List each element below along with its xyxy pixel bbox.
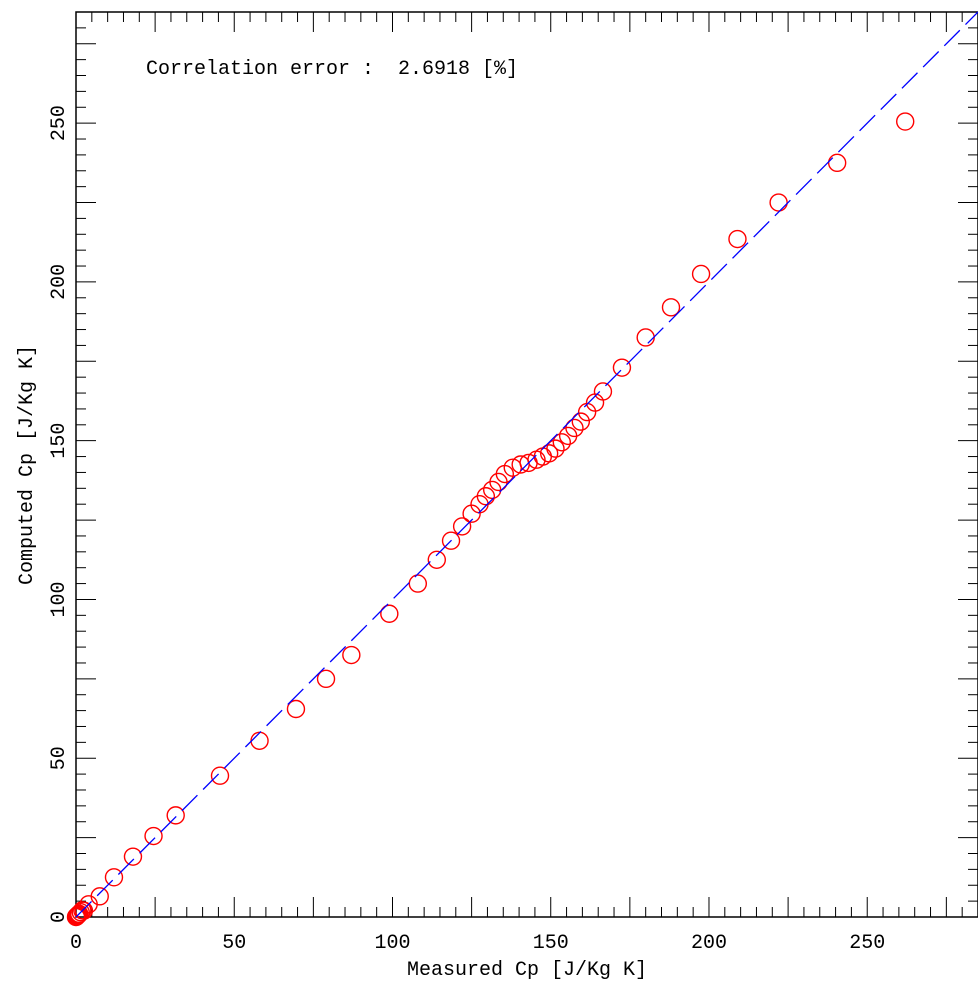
y-tick-label: 250 xyxy=(48,105,71,141)
x-tick-label: 0 xyxy=(70,932,82,955)
data-point xyxy=(342,645,361,665)
data-point xyxy=(210,766,230,785)
data-point xyxy=(565,418,584,438)
x-tick-label: 50 xyxy=(222,932,246,955)
data-point xyxy=(612,358,632,377)
x-tick-label: 150 xyxy=(533,932,569,955)
x-axis-title: Measured Cp [J/Kg K] xyxy=(407,959,647,982)
data-point xyxy=(661,298,681,317)
data-point xyxy=(728,229,747,249)
x-tick-label: 250 xyxy=(849,932,885,955)
y-tick-label: 0 xyxy=(48,911,71,923)
data-point xyxy=(250,731,269,750)
data-point xyxy=(546,439,565,458)
correlation-error-annotation: Correlation error : 2.6918 [%] xyxy=(146,58,518,81)
data-point xyxy=(408,574,428,593)
data-point xyxy=(571,412,591,431)
data-point xyxy=(769,193,788,212)
data-point xyxy=(104,868,124,887)
data-point xyxy=(636,328,655,347)
x-tick-label: 200 xyxy=(691,932,727,955)
data-point xyxy=(123,847,143,866)
data-point xyxy=(896,112,915,131)
data-point xyxy=(316,669,336,689)
axis-ticks xyxy=(75,11,978,918)
data-point xyxy=(452,517,472,536)
data-series xyxy=(66,11,978,927)
y-tick-label: 50 xyxy=(48,746,71,770)
data-point xyxy=(166,806,185,825)
data-point xyxy=(552,433,572,452)
x-tick-label: 100 xyxy=(374,932,410,955)
axis-labels: 0 50 100 150 200 250 0 50 100 150 200 250 xyxy=(48,105,885,955)
data-point xyxy=(441,531,461,550)
data-point xyxy=(380,604,399,623)
y-tick-label: 100 xyxy=(48,581,71,617)
data-point xyxy=(476,487,496,506)
y-tick-label: 200 xyxy=(48,264,71,300)
data-point xyxy=(539,444,559,463)
data-point xyxy=(144,826,163,846)
plot-border xyxy=(75,11,978,918)
y-axis-title: Computed Cp [J/Kg K] xyxy=(16,345,39,585)
data-point xyxy=(593,382,613,401)
y-tick-label: 150 xyxy=(48,423,71,459)
data-point xyxy=(74,901,94,920)
data-point xyxy=(69,904,89,924)
data-point xyxy=(286,699,306,719)
data-point xyxy=(90,887,109,906)
data-point xyxy=(827,153,847,173)
plot-frame xyxy=(75,11,978,918)
identity-line xyxy=(75,11,978,918)
data-point xyxy=(691,264,711,284)
data-point xyxy=(427,550,446,569)
